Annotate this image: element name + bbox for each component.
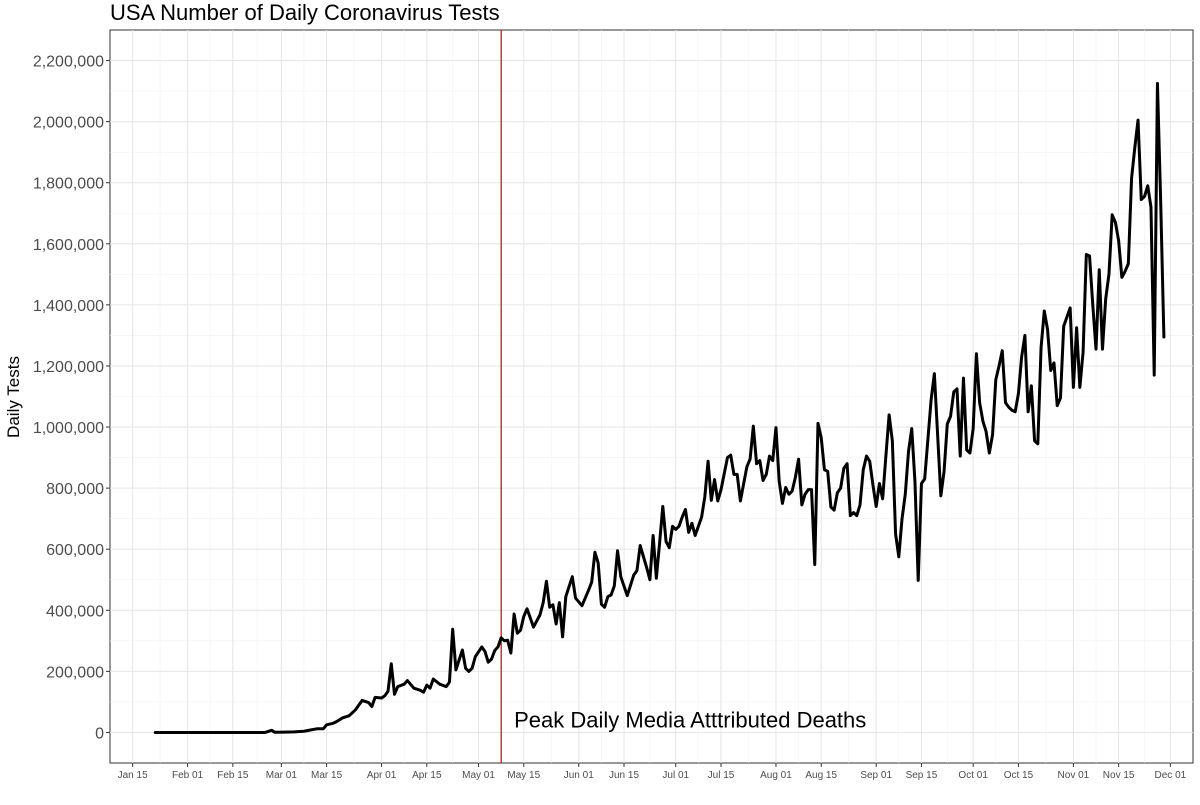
y-axis: 0 200,000 400,000 600,000 800,000 1,000,000 1,…: [33, 54, 110, 742]
x-tick-label: Jan 15: [118, 770, 148, 781]
annotation-text: Peak Daily Media Atttributed Deaths: [514, 707, 866, 732]
y-tick-label: 1,000,000: [33, 420, 104, 437]
y-tick-label: 200,000: [46, 664, 104, 681]
x-tick-label: Aug 15: [805, 770, 837, 781]
y-tick-label: 1,600,000: [33, 237, 104, 254]
x-axis: Jan 15 Feb 01 Feb 15 Mar 01 Mar 15 Apr 01 Apr …: [118, 763, 1187, 781]
x-tick-label: Sep 01: [860, 770, 892, 781]
y-tick-label: 800,000: [46, 481, 104, 498]
y-axis-label: Daily Tests: [4, 356, 23, 438]
y-tick-label: 1,400,000: [33, 298, 104, 315]
x-tick-label: May 15: [507, 770, 540, 781]
y-tick-label: 400,000: [46, 603, 104, 620]
x-tick-label: Mar 01: [266, 770, 298, 781]
x-tick-label: Sep 15: [906, 770, 938, 781]
x-tick-label: Aug 01: [760, 770, 792, 781]
x-tick-label: Mar 15: [311, 770, 343, 781]
x-tick-label: Feb 15: [217, 770, 249, 781]
x-tick-label: May 01: [462, 770, 495, 781]
x-tick-label: Jun 15: [609, 770, 639, 781]
x-tick-label: Jun 01: [564, 770, 594, 781]
x-tick-label: Jul 15: [708, 770, 735, 781]
x-tick-label: Oct 01: [958, 770, 988, 781]
series-line: [153, 81, 1166, 734]
series-layer: [153, 81, 1166, 734]
y-tick-label: 1,200,000: [33, 359, 104, 376]
y-tick-label: 2,200,000: [33, 54, 104, 71]
x-tick-label: Dec 01: [1155, 770, 1187, 781]
x-tick-label: Apr 01: [367, 770, 397, 781]
y-tick-label: 600,000: [46, 542, 104, 559]
y-tick-label: 1,800,000: [33, 176, 104, 193]
y-tick-label: 0: [95, 725, 104, 742]
x-tick-label: Nov 01: [1058, 770, 1090, 781]
x-tick-label: Jul 01: [662, 770, 689, 781]
x-tick-label: Apr 15: [412, 770, 442, 781]
x-tick-label: Nov 15: [1103, 770, 1135, 781]
x-tick-label: Oct 15: [1004, 770, 1034, 781]
chart-title: USA Number of Daily Coronavirus Tests: [110, 0, 500, 25]
x-tick-label: Feb 01: [172, 770, 204, 781]
y-tick-label: 2,000,000: [33, 115, 104, 132]
